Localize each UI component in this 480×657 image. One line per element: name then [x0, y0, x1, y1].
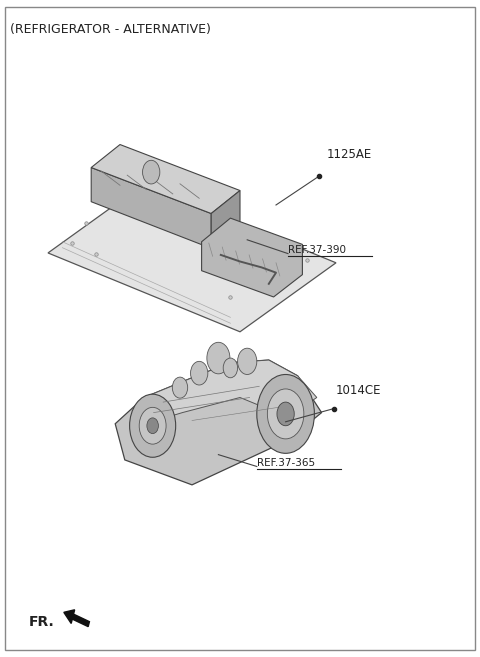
Text: REF.37-365: REF.37-365	[257, 458, 315, 468]
Circle shape	[143, 160, 160, 184]
Circle shape	[207, 342, 230, 374]
Circle shape	[139, 407, 166, 444]
Text: FR.: FR.	[29, 616, 55, 629]
Polygon shape	[91, 168, 211, 248]
Text: (REFRIGERATOR - ALTERNATIVE): (REFRIGERATOR - ALTERNATIVE)	[10, 23, 210, 36]
Polygon shape	[48, 184, 336, 332]
Circle shape	[130, 394, 176, 457]
Circle shape	[238, 348, 257, 374]
Polygon shape	[211, 191, 240, 248]
Circle shape	[172, 377, 188, 398]
Polygon shape	[134, 360, 317, 427]
Polygon shape	[115, 360, 322, 485]
Circle shape	[267, 389, 304, 439]
Circle shape	[191, 361, 208, 385]
Polygon shape	[91, 145, 240, 214]
Text: REF.37-390: REF.37-390	[288, 245, 346, 255]
Text: 1014CE: 1014CE	[336, 384, 382, 397]
Text: 1125AE: 1125AE	[326, 148, 372, 161]
Circle shape	[223, 358, 238, 378]
Circle shape	[257, 374, 314, 453]
Polygon shape	[202, 218, 302, 297]
Circle shape	[277, 402, 294, 426]
FancyArrow shape	[64, 610, 89, 627]
Circle shape	[147, 418, 158, 434]
